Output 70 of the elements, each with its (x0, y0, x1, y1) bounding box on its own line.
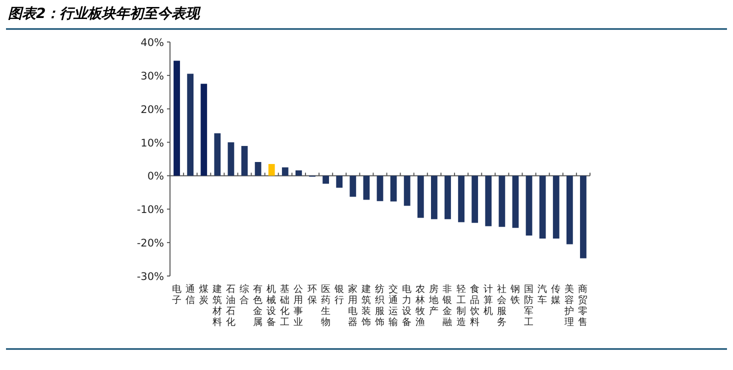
x-tick-label: 通信 (185, 283, 196, 306)
y-tick-label: 20% (140, 104, 164, 116)
bar (485, 176, 492, 226)
x-tick-label: 建筑装饰 (360, 283, 372, 328)
x-tick-label: 电子 (172, 283, 182, 306)
bar (539, 176, 546, 239)
x-tick-label: 基础化工 (279, 283, 290, 328)
x-tick-label: 国防军工 (524, 284, 534, 328)
bar (268, 164, 275, 176)
x-tick-label: 社会服务 (496, 283, 507, 328)
x-tick-label: 传媒 (551, 284, 562, 306)
x-tick-label: 银行 (333, 284, 344, 306)
x-tick-label: 商贸零售 (578, 283, 588, 328)
bar (241, 146, 248, 176)
bar (390, 176, 397, 202)
x-tick-label: 建筑材料 (211, 283, 222, 328)
x-tick-label: 美容护理 (564, 283, 575, 328)
x-tick-label: 食品饮料 (468, 283, 480, 328)
bar (580, 176, 586, 258)
x-tick-label: 医药生物 (320, 284, 331, 328)
bar (363, 176, 370, 200)
x-tick-label: 钢铁 (509, 284, 520, 306)
bar (200, 84, 208, 176)
x-tick-label: 房地产 (428, 283, 440, 317)
bar (228, 142, 234, 176)
bar (458, 176, 464, 222)
x-tick-label: 家用电器 (348, 283, 358, 328)
x-tick-label: 公用事业 (294, 283, 304, 328)
bar (444, 176, 451, 220)
x-tick-label: 计算机 (483, 283, 494, 317)
bar (174, 60, 180, 176)
bar (472, 176, 478, 223)
y-tick-label: 10% (140, 137, 164, 150)
bar (376, 176, 384, 202)
y-tick-label: -10% (136, 204, 164, 216)
y-tick-label: 40% (140, 37, 164, 49)
x-tick-label: 非银金融 (442, 283, 453, 328)
x-tick-label: 交通运输 (388, 283, 399, 328)
bar (526, 176, 532, 236)
bar (552, 176, 560, 239)
bar (404, 176, 410, 206)
bar (322, 176, 330, 184)
chart-title: 图表2：行业板块年初至今表现 (8, 5, 202, 22)
bar (296, 170, 302, 176)
x-tick-label: 电力设备 (402, 283, 412, 328)
bar (336, 176, 343, 188)
bar (187, 74, 194, 176)
x-tick-label: 石油石化 (226, 284, 236, 328)
y-tick-label: -20% (136, 238, 164, 250)
bar (254, 162, 262, 176)
x-tick-label: 纺织服饰 (374, 283, 385, 328)
x-tick-label: 农林牧渔 (414, 284, 426, 328)
bar (430, 176, 438, 220)
y-tick-label: 30% (140, 70, 164, 82)
x-tick-label: 有色金属 (253, 283, 264, 328)
y-tick-label: 0% (147, 170, 164, 183)
x-tick-label: 综合 (240, 283, 250, 306)
x-tick-label: 机械设备 (266, 283, 277, 328)
y-tick-label: -30% (136, 271, 164, 283)
x-tick-label: 汽车 (538, 283, 548, 306)
x-tick-label: 环保 (307, 284, 318, 306)
bar (566, 176, 573, 244)
bar (282, 167, 288, 176)
x-tick-label: 煤炭 (198, 283, 209, 306)
bar (498, 176, 506, 227)
bar (214, 133, 221, 176)
bar (512, 176, 519, 228)
bar (417, 176, 424, 218)
bar (350, 176, 356, 197)
x-tick-label: 轻工制造 (456, 283, 466, 328)
